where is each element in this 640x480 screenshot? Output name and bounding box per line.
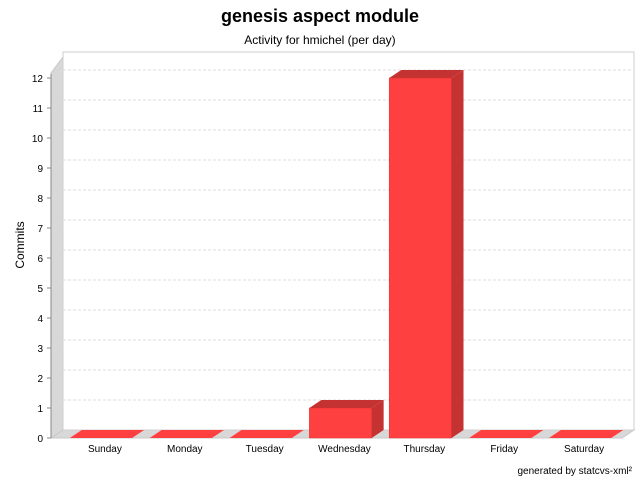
bar-side	[371, 400, 384, 438]
x-tick-label: Tuesday	[246, 444, 284, 455]
y-tick-label: 2	[37, 374, 43, 385]
y-tick-label: 6	[37, 254, 43, 265]
bars	[69, 70, 624, 439]
bar-zero	[69, 430, 145, 438]
bar-side	[451, 70, 464, 438]
bar-top	[389, 70, 464, 78]
bar-front	[388, 77, 452, 439]
y-tick-label: 1	[37, 404, 43, 415]
left-wall	[50, 55, 64, 439]
gridline-wall	[50, 189, 64, 199]
x-tick-label: Saturday	[564, 444, 604, 455]
y-tick-label: 4	[37, 314, 43, 325]
bar-top	[309, 400, 384, 408]
bar-zero	[469, 430, 544, 438]
y-tick-label: 3	[37, 344, 43, 355]
bar-zero	[229, 430, 304, 438]
y-tick-label: 9	[37, 164, 43, 175]
x-tick-label: Sunday	[88, 444, 122, 455]
x-tick-label: Friday	[490, 444, 518, 455]
chart-walls	[49, 51, 636, 439]
y-tick-label: 5	[37, 284, 43, 295]
gridline-wall	[50, 249, 64, 259]
y-tick-label: 8	[37, 194, 43, 205]
gridline-wall	[50, 279, 64, 289]
gridline-wall	[50, 339, 64, 349]
chart-subtitle: Activity for hmichel (per day)	[244, 33, 396, 47]
y-tick-label: 0	[37, 434, 43, 445]
gridline-wall	[50, 69, 64, 79]
y-tick-label: 10	[32, 134, 44, 145]
gridline-wall	[50, 399, 64, 409]
chart-title: genesis aspect module	[220, 6, 420, 26]
x-axis-labels: Sunday Monday Tuesday Wednesday Thursday Frid…	[88, 444, 604, 455]
bar-zero	[548, 430, 624, 438]
y-tick-label: 11	[33, 104, 44, 115]
gridline-wall	[50, 309, 64, 319]
x-tick-label: Wednesday	[318, 444, 371, 455]
bar-zero	[149, 430, 224, 438]
back-plane	[62, 51, 635, 431]
y-tick-label: 12	[32, 74, 44, 85]
gridline-wall	[50, 99, 64, 109]
x-tick-label: Monday	[167, 444, 203, 455]
bar-front	[309, 407, 372, 439]
gridline-wall	[50, 369, 64, 379]
x-tick-label: Thursday	[404, 444, 446, 455]
y-tick-label: 7	[37, 224, 43, 235]
gridlines	[50, 69, 634, 409]
gridline-wall	[50, 219, 64, 229]
gridline-wall	[50, 159, 64, 169]
generated-by-note: generated by statcvs-xml²	[517, 466, 633, 477]
gridline-wall	[50, 129, 64, 139]
